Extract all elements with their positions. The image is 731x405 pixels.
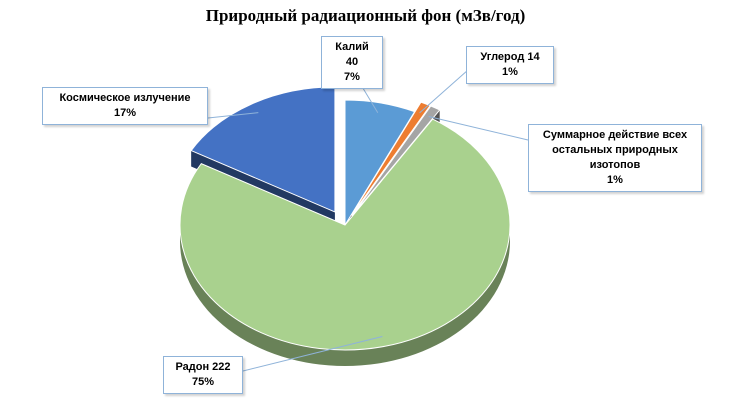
slice-other-isotopes (351, 105, 441, 217)
slice-other-isotopes-leader (428, 116, 529, 141)
label-kaliy-40-pct: 7% (344, 71, 360, 83)
label-uglerod-14-name: Углерод 14 (480, 51, 540, 63)
label-radon-222-name: Радон 222 (175, 361, 231, 373)
slice-uglerod-14 (350, 101, 431, 216)
slice-uglerod-14-leader (419, 69, 469, 114)
label-radon-222: Радон 222 75% (163, 356, 243, 394)
pie-slices (179, 86, 511, 351)
label-other-isotopes-pct: 1% (607, 174, 623, 186)
slice-radon-222 (179, 118, 511, 351)
label-other-isotopes: Суммарное действие всех остальных природ… (528, 124, 702, 192)
label-radon-222-pct: 75% (191, 376, 215, 388)
slice-kosmicheskoe-leader (207, 112, 259, 119)
label-kaliy-40: Калий 40 7% (321, 36, 383, 89)
label-kosmicheskoe: Космическое излучение 17% (42, 87, 208, 125)
slice-radon-222-leader (242, 335, 383, 372)
label-uglerod-14: Углерод 14 1% (466, 46, 554, 84)
label-kosmicheskoe-name: Космическое излучение (59, 92, 191, 104)
label-kaliy-40-name: Калий 40 (335, 41, 369, 68)
chart-title: Природный радиационный фон (мЗв/год) (205, 6, 526, 25)
label-other-isotopes-name: Суммарное действие всех остальных природ… (542, 129, 688, 171)
label-uglerod-14-pct: 1% (502, 66, 518, 78)
slice-kosmicheskoe (190, 86, 336, 213)
label-kosmicheskoe-pct: 17% (113, 107, 137, 119)
